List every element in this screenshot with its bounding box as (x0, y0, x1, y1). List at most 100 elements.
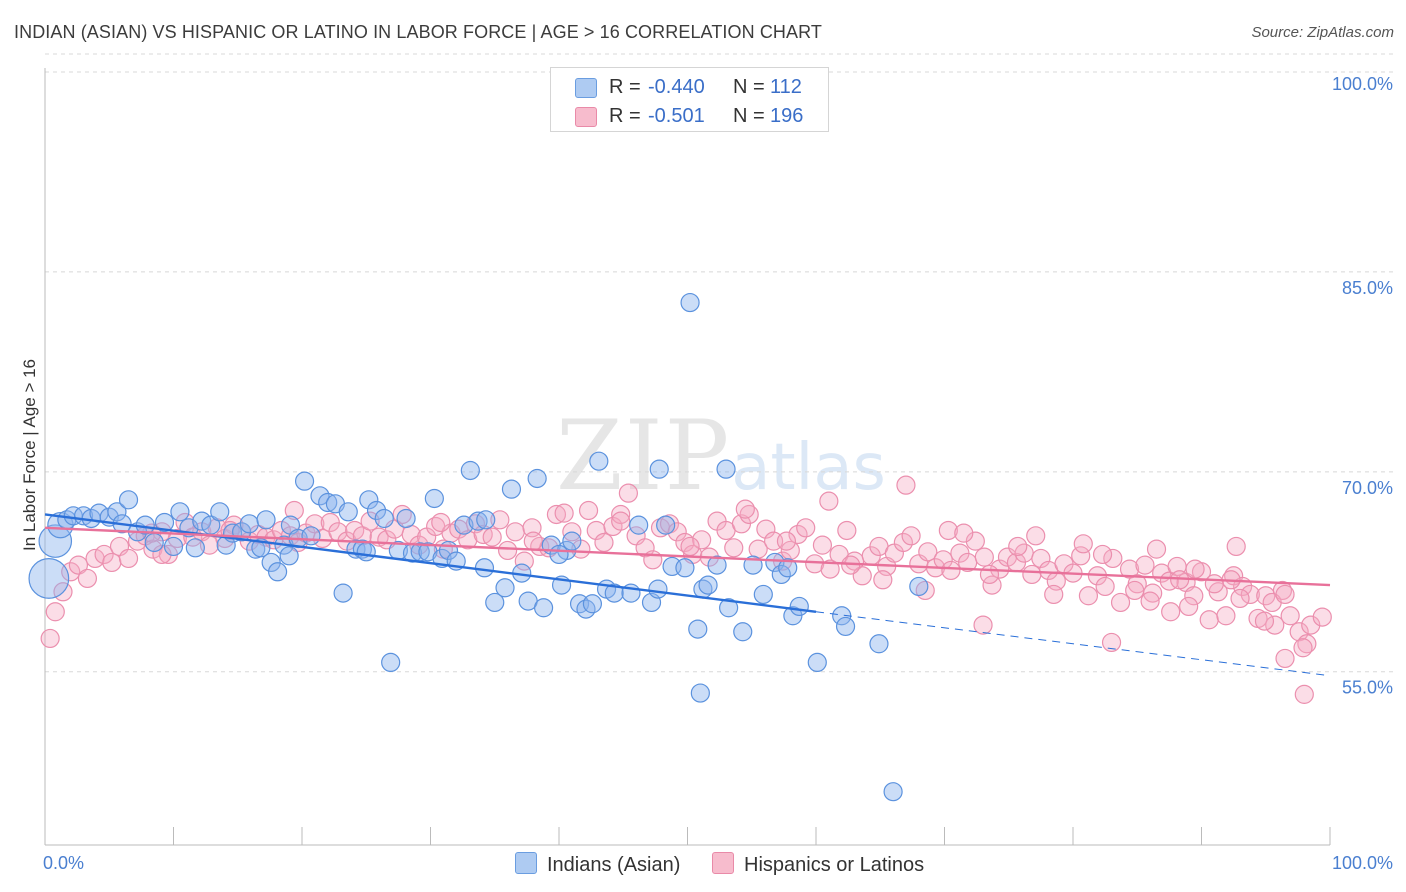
point-indians (576, 599, 596, 619)
point-hispanics (1240, 584, 1260, 605)
point-hispanics (1026, 526, 1046, 546)
series-legend: Indians (Asian) Hispanics or Latinos (0, 850, 1406, 880)
point-hispanics (974, 547, 994, 567)
point-indians (707, 555, 727, 575)
point-indians (374, 508, 394, 529)
point-indians (649, 459, 669, 479)
watermark: ZIPatlas (556, 400, 886, 512)
point-hispanics (578, 500, 599, 521)
point-hispanics (1110, 592, 1131, 613)
point-hispanics (458, 530, 478, 550)
y-tick-labels: 55.0% 70.0% 85.0% 100.0% (1332, 74, 1393, 698)
legend-row-hispanics: R = -0.501 N = 196 (551, 101, 828, 131)
source-label: Source: ZipAtlas.com (1251, 24, 1394, 41)
n-label: N = (733, 76, 765, 98)
point-hispanics (873, 570, 893, 590)
point-indians (210, 502, 230, 522)
point-indians (261, 552, 281, 573)
point-indians (909, 576, 929, 597)
point-indians (562, 531, 582, 551)
point-hispanics (819, 491, 839, 511)
point-hispanics (1301, 615, 1321, 635)
point-hispanics (1230, 588, 1250, 609)
point-hispanics (938, 520, 958, 541)
point-indians (192, 511, 212, 531)
point-indians (294, 471, 315, 491)
point-indians (835, 616, 856, 637)
point-hispanics (514, 551, 534, 571)
point-indians (154, 512, 175, 533)
point-hispanics (118, 548, 139, 569)
legend-item-hispanics: Hispanics or Latinos (712, 852, 924, 877)
point-hispanics (1184, 586, 1204, 606)
n-value: 196 (770, 105, 804, 127)
point-indians (279, 546, 299, 566)
point-hispanics (284, 500, 304, 521)
point-hispanics (735, 499, 755, 519)
point-indians (495, 578, 515, 598)
point-hispanics (546, 504, 567, 525)
point-indians (485, 592, 505, 613)
point-hispanics (523, 531, 543, 551)
point-hispanics (1179, 596, 1199, 617)
point-indians (301, 526, 321, 546)
point-hispanics (837, 520, 857, 541)
y-tick-label: 85.0% (1342, 278, 1393, 298)
point-indians (501, 479, 522, 499)
point-hispanics (1294, 684, 1314, 704)
point-hispanics (1185, 559, 1205, 579)
point-indians (468, 511, 488, 531)
point-indians (783, 606, 803, 626)
point-hispanics (611, 511, 631, 531)
point-indians (310, 486, 330, 506)
chart-title: INDIAN (ASIAN) VS HISPANIC OR LATINO IN … (14, 22, 822, 42)
series-indians-points (28, 292, 929, 802)
point-indians (476, 510, 496, 530)
point-hispanics (901, 526, 921, 546)
point-indians (604, 583, 624, 603)
trend-lines (44, 513, 1331, 677)
point-hispanics (505, 522, 525, 542)
legend-swatch-indians (515, 852, 537, 874)
point-indians (366, 500, 387, 521)
point-indians (883, 782, 903, 802)
point-hispanics (1125, 580, 1145, 601)
point-hispanics (635, 538, 655, 558)
point-indians (28, 558, 70, 599)
trend-line-indians (44, 513, 817, 613)
point-hispanics (1289, 622, 1309, 642)
point-indians (118, 490, 139, 510)
r-label: R = (609, 76, 641, 98)
point-indians (648, 579, 668, 599)
point-hispanics (102, 552, 122, 573)
point-hispanics (965, 531, 985, 551)
legend-swatch-indians (575, 78, 597, 98)
point-hispanics (1254, 611, 1275, 631)
point-indians (582, 594, 603, 614)
point-hispanics (498, 540, 518, 561)
point-indians (789, 596, 809, 617)
point-indians (698, 575, 718, 595)
point-hispanics (143, 539, 163, 559)
series-hispanics-points (40, 475, 1332, 704)
point-hispanics (1078, 586, 1099, 606)
point-hispanics (1275, 648, 1295, 669)
point-indians (719, 598, 739, 618)
point-indians (239, 514, 259, 534)
point-hispanics (594, 532, 614, 553)
point-indians (629, 515, 649, 535)
point-hispanics (1265, 615, 1285, 635)
point-indians (869, 634, 889, 654)
x-tick-label: 0.0% (43, 853, 84, 873)
point-indians (460, 460, 480, 481)
point-hispanics (1022, 564, 1042, 585)
point-hispanics (918, 542, 938, 562)
point-indians (656, 515, 676, 535)
point-indians (589, 451, 609, 471)
r-value: -0.440 (648, 76, 705, 98)
point-hispanics (1204, 574, 1224, 594)
point-hispanics (796, 518, 816, 538)
n-value: 112 (770, 76, 802, 98)
point-hispanics (756, 519, 776, 539)
